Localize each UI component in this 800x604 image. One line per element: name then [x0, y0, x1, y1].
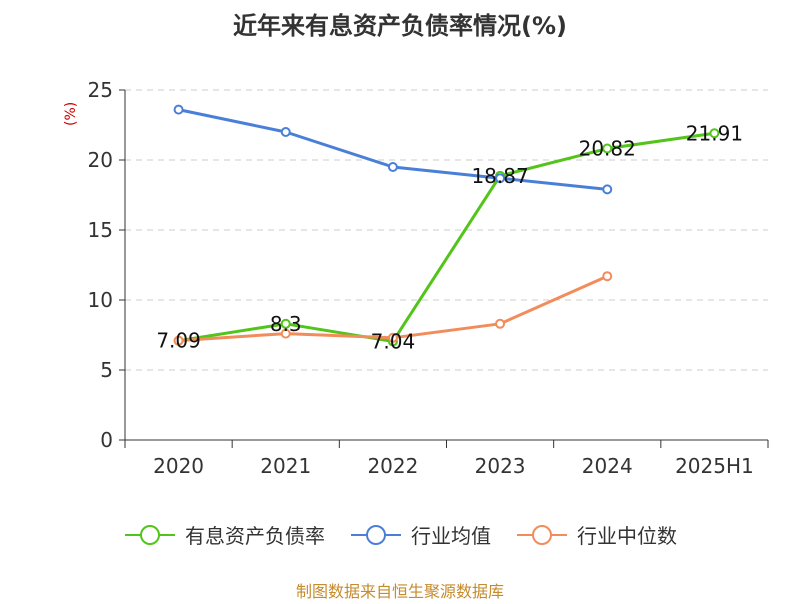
y-tick-label: 20 [88, 148, 113, 172]
y-tick-label: 15 [88, 218, 113, 242]
data-label: 7.09 [156, 329, 201, 353]
data-point [280, 127, 291, 137]
series-line [178, 108, 608, 191]
chart-title: 近年来有息资产负债率情况(%) [233, 12, 567, 40]
legend-label-industry-mean: 行业均值 [411, 524, 491, 548]
y-tick-label: 5 [100, 358, 113, 382]
data-point [173, 335, 184, 346]
data-point [280, 318, 291, 329]
data-point [173, 104, 184, 115]
data-point [602, 271, 613, 282]
x-tick-label: 2021 [260, 454, 311, 478]
data-label: 7.04 [371, 329, 416, 353]
data-point [387, 332, 398, 343]
data-label: 20.82 [579, 137, 636, 161]
data-label: 8.3 [270, 312, 302, 336]
legend-line-marker-blue [351, 524, 401, 545]
y-tick-label: 0 [100, 428, 113, 452]
data-point [602, 143, 613, 154]
y-axis-unit-label: (%) [63, 101, 79, 126]
data-point [387, 162, 398, 172]
y-tick-label: 10 [88, 288, 113, 312]
legend-label-industry-median: 行业中位数 [577, 524, 677, 548]
x-tick-label: 2022 [367, 454, 418, 478]
legend: 有息资产负债率 行业均值 行业中位数 [0, 520, 800, 549]
data-point [602, 184, 613, 195]
x-tick-label: 2024 [582, 454, 633, 478]
data-point [709, 128, 720, 139]
legend-item-industry-median[interactable]: 行业中位数 [515, 520, 677, 549]
x-tick-label: 2025H1 [675, 454, 754, 478]
legend-item-industry-mean[interactable]: 行业均值 [349, 520, 491, 549]
data-label: 18.87 [471, 164, 528, 188]
legend-line-marker-green [125, 524, 175, 545]
legend-label-debt-ratio: 有息资产负债率 [185, 524, 325, 548]
legend-line-marker-orange [517, 524, 567, 545]
data-label: 21.91 [686, 121, 743, 145]
y-tick-label: 25 [88, 78, 113, 102]
data-point [495, 173, 506, 184]
legend-item-debt-ratio[interactable]: 有息资产负债率 [123, 520, 325, 549]
data-point [495, 318, 506, 329]
data-source-note: 制图数据来自恒生聚源数据库 [295, 582, 504, 601]
x-tick-label: 2023 [475, 454, 526, 478]
series-line [178, 131, 715, 343]
data-point [280, 328, 291, 339]
x-tick-label: 2020 [153, 454, 204, 478]
